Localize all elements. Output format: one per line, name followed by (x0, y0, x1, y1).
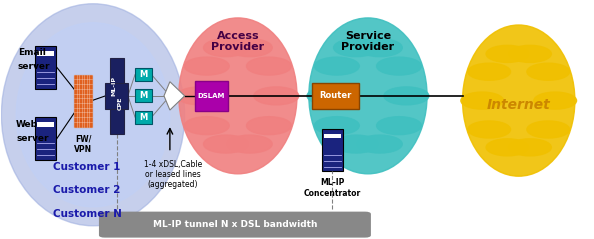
Circle shape (377, 117, 422, 135)
Circle shape (384, 87, 429, 105)
Circle shape (314, 57, 359, 75)
Circle shape (377, 57, 422, 75)
Text: Router: Router (319, 91, 352, 100)
Text: ML-IP: ML-IP (320, 178, 345, 187)
FancyBboxPatch shape (36, 46, 56, 89)
Ellipse shape (309, 18, 427, 174)
Ellipse shape (463, 25, 575, 176)
Text: Email: Email (18, 48, 46, 57)
Circle shape (468, 63, 510, 80)
Circle shape (334, 39, 378, 57)
Text: Internet: Internet (487, 98, 551, 112)
FancyBboxPatch shape (37, 51, 54, 56)
Circle shape (358, 135, 402, 153)
FancyBboxPatch shape (135, 111, 151, 124)
Ellipse shape (179, 18, 297, 174)
FancyBboxPatch shape (135, 89, 151, 102)
Circle shape (486, 139, 529, 156)
Text: server: server (16, 134, 49, 143)
Text: M: M (139, 70, 147, 79)
FancyBboxPatch shape (36, 117, 56, 160)
FancyBboxPatch shape (312, 83, 359, 109)
Circle shape (228, 135, 272, 153)
Circle shape (254, 87, 299, 105)
Text: Web: Web (16, 120, 38, 129)
Text: ML-IP tunnel N x DSL bandwidth: ML-IP tunnel N x DSL bandwidth (153, 220, 317, 229)
Circle shape (468, 121, 510, 138)
Circle shape (307, 87, 352, 105)
Circle shape (247, 117, 292, 135)
Circle shape (486, 45, 529, 62)
Circle shape (527, 121, 570, 138)
Text: FW/: FW/ (75, 135, 91, 144)
Circle shape (508, 139, 551, 156)
FancyBboxPatch shape (74, 75, 92, 127)
Polygon shape (164, 82, 185, 110)
Text: Access
Provider: Access Provider (211, 31, 264, 52)
Circle shape (247, 57, 292, 75)
FancyBboxPatch shape (37, 122, 54, 127)
Text: CPE: CPE (118, 96, 123, 110)
FancyBboxPatch shape (322, 129, 343, 171)
FancyBboxPatch shape (99, 212, 371, 238)
Text: ML-IP: ML-IP (112, 76, 117, 96)
Text: Customer 2: Customer 2 (53, 185, 121, 195)
Circle shape (204, 135, 248, 153)
Circle shape (358, 39, 402, 57)
Circle shape (177, 87, 222, 105)
Circle shape (184, 57, 229, 75)
Circle shape (184, 117, 229, 135)
Text: Concentrator: Concentrator (304, 190, 361, 198)
Text: VPN: VPN (74, 146, 92, 154)
Circle shape (461, 92, 504, 109)
Text: Service
Provider: Service Provider (342, 31, 394, 52)
Text: M: M (139, 113, 147, 122)
Text: M: M (139, 91, 147, 100)
Text: Customer N: Customer N (53, 209, 122, 219)
Circle shape (334, 135, 378, 153)
FancyBboxPatch shape (135, 68, 151, 81)
Circle shape (534, 92, 577, 109)
Text: Customer 1: Customer 1 (53, 162, 121, 172)
Text: 1-4 xDSL,Cable
or leased lines
(aggregated): 1-4 xDSL,Cable or leased lines (aggregat… (144, 160, 202, 190)
Text: DSLAM: DSLAM (198, 93, 225, 99)
Circle shape (228, 39, 272, 57)
FancyBboxPatch shape (195, 81, 228, 111)
Circle shape (314, 117, 359, 135)
Text: server: server (18, 62, 50, 71)
Ellipse shape (1, 4, 185, 226)
FancyBboxPatch shape (324, 134, 341, 138)
Circle shape (204, 39, 248, 57)
FancyBboxPatch shape (109, 58, 124, 134)
Circle shape (508, 45, 551, 62)
FancyBboxPatch shape (106, 83, 128, 109)
Circle shape (527, 63, 570, 80)
Ellipse shape (16, 23, 170, 207)
